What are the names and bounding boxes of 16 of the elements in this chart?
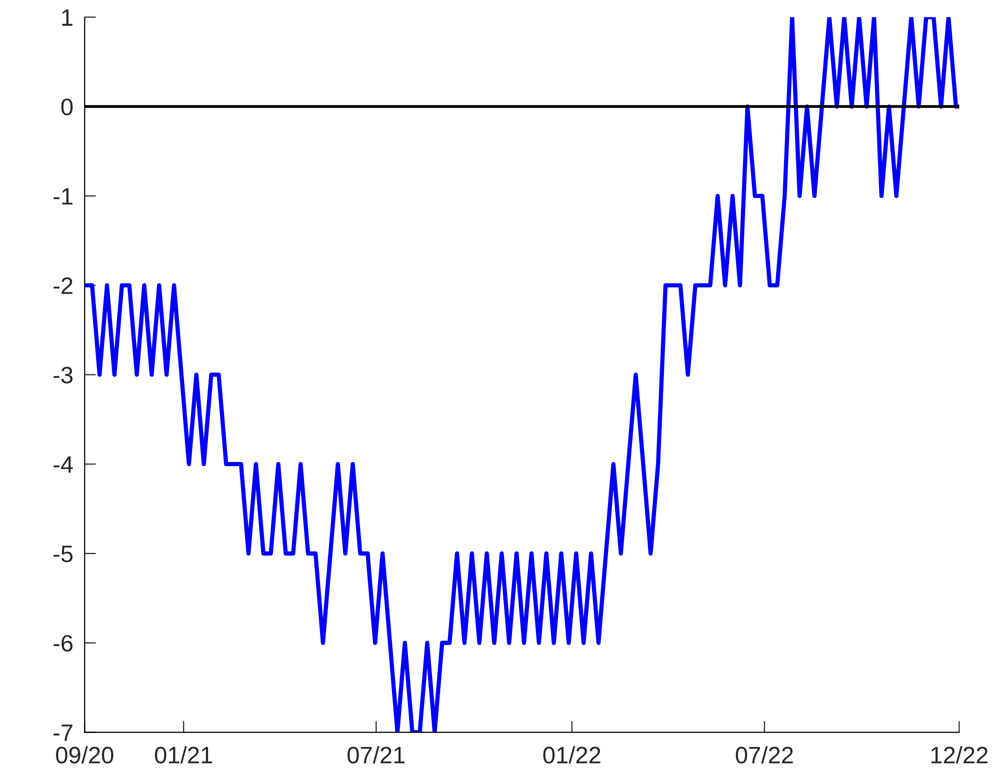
y-tick-label: -3 bbox=[54, 366, 73, 384]
y-tick-label: -6 bbox=[54, 634, 73, 652]
y-tick-label: -2 bbox=[54, 277, 72, 294]
y-tick-label: -4 bbox=[54, 456, 73, 473]
y-tick-label: -7 bbox=[54, 724, 72, 741]
x-tick-label: 07/21 bbox=[348, 746, 405, 764]
x-tick-label: 12/22 bbox=[931, 746, 988, 764]
line-series bbox=[84, 17, 960, 732]
y-tick-label: -1 bbox=[54, 188, 72, 204]
y-tick-label: 1 bbox=[62, 9, 72, 26]
x-tick-label: 01/22 bbox=[543, 746, 600, 764]
x-tick-label: 01/21 bbox=[154, 746, 212, 764]
y-tick-label: 0 bbox=[61, 98, 73, 116]
x-tick-label: 07/22 bbox=[736, 746, 793, 764]
y-tick-label: -5 bbox=[54, 546, 73, 562]
x-tick-label: 09/20 bbox=[56, 746, 114, 764]
